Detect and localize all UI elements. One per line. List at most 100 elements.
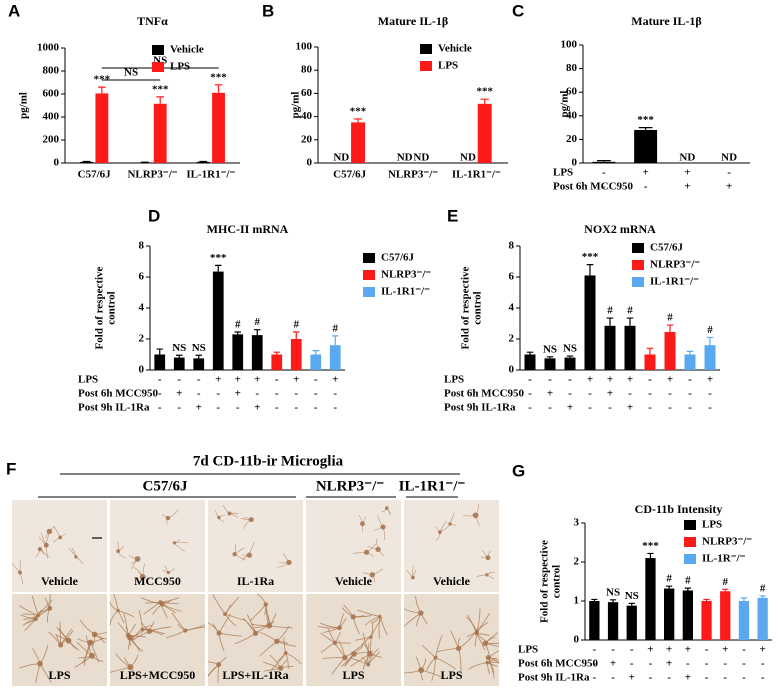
microglia-process	[372, 574, 375, 583]
condition-sign: -	[705, 672, 709, 684]
error-bar	[626, 317, 634, 326]
bar	[310, 354, 322, 370]
microglia-process	[142, 624, 153, 630]
microglia-process	[255, 621, 275, 634]
bar	[271, 354, 283, 370]
significance-label: NS	[563, 343, 577, 355]
microglia-process	[360, 636, 372, 646]
tile-label: LPS+IL-1Ra	[222, 668, 288, 682]
microglia-process	[129, 555, 138, 560]
microglia-process	[39, 548, 50, 558]
legend-swatch	[632, 243, 644, 253]
bar	[351, 122, 365, 163]
microglia-process	[117, 610, 125, 624]
legend-label: IL-1R1⁻/⁻	[381, 286, 430, 298]
panel-letter: C	[512, 1, 524, 20]
microglia-process	[20, 614, 36, 620]
condition-sign: +	[666, 644, 672, 656]
microglia-soma	[485, 555, 491, 561]
condition-label: LPS	[518, 644, 538, 656]
bar	[232, 334, 244, 370]
microglia-process	[69, 548, 77, 558]
microglia-process	[420, 658, 427, 671]
microglia-process	[415, 612, 422, 627]
condition-sign: -	[611, 672, 615, 684]
microglia-process	[117, 610, 135, 618]
legend-label: C57/6J	[381, 252, 415, 264]
condition-sign: +	[607, 388, 613, 400]
bar	[196, 161, 210, 163]
microglia-process	[458, 648, 462, 671]
error-bar	[586, 264, 594, 276]
condition-sign: -	[216, 388, 220, 400]
panel-letter: D	[148, 206, 160, 225]
bar	[329, 345, 341, 370]
microglia-process	[369, 636, 372, 660]
microglia-process	[285, 652, 289, 670]
condition-sign: +	[607, 374, 613, 386]
microglia-process	[378, 616, 381, 639]
y-tick-label: 40	[301, 110, 313, 122]
microglia-process	[344, 643, 365, 659]
microglia-process	[35, 663, 41, 684]
error-bar	[647, 552, 654, 559]
bar	[701, 601, 712, 640]
bar	[212, 271, 224, 370]
microglia-process	[333, 642, 346, 658]
microglia-process	[259, 631, 278, 642]
microglia-process	[277, 562, 290, 568]
legend-swatch	[684, 537, 696, 547]
legend-label: IL-1R1⁻/⁻	[650, 276, 699, 288]
microglia-process	[77, 638, 91, 644]
group-label: NLRP3⁻/⁻	[316, 478, 384, 494]
condition-sign: -	[593, 658, 597, 670]
microglia-process	[269, 654, 282, 669]
y-axis-label: pg/ml	[559, 91, 571, 118]
legend-swatch	[363, 253, 375, 263]
condition-sign: -	[197, 374, 201, 386]
microglia-process	[415, 596, 422, 614]
microglia-process	[367, 643, 370, 665]
microglia-process	[19, 572, 24, 584]
error-bar	[480, 98, 489, 104]
y-tick-label: 80	[566, 62, 578, 74]
microglia-process	[55, 634, 69, 642]
microglia-process	[468, 662, 488, 670]
x-tick-label: C57/6J	[333, 169, 367, 181]
error-bar	[666, 324, 674, 333]
significance-label: #	[255, 316, 261, 328]
condition-sign: -	[294, 388, 298, 400]
microglia-process	[249, 542, 255, 556]
significance-label: ***	[350, 105, 367, 117]
microglia-process	[264, 604, 267, 616]
y-tick-label: 0	[572, 157, 578, 169]
y-axis-label: Fold of respective	[94, 266, 106, 349]
micrograph	[208, 594, 303, 686]
microglia-process	[132, 628, 143, 641]
significance-label: ***	[152, 83, 169, 95]
condition-sign: +	[627, 374, 633, 386]
microglia-process	[435, 532, 441, 541]
microglia-process	[362, 653, 371, 670]
condition-sign: +	[196, 402, 202, 414]
bar	[544, 358, 556, 370]
error-bar	[703, 598, 710, 601]
condition-sign: -	[668, 388, 672, 400]
legend-swatch	[632, 277, 644, 287]
microglia-process	[224, 613, 237, 627]
microglia-process	[142, 563, 145, 578]
microglia-process	[322, 657, 345, 659]
microglia-process	[381, 507, 388, 513]
microglia-process	[367, 648, 379, 665]
x-tick-label: NLRP3⁻/⁻	[388, 169, 438, 181]
microglia-process	[283, 637, 287, 654]
y-axis-label: control	[472, 291, 484, 324]
legend-label: Vehicle	[438, 43, 472, 55]
condition-sign: +	[707, 374, 713, 386]
microglia-process	[32, 648, 41, 664]
legend-swatch	[420, 61, 432, 71]
bar	[154, 354, 166, 370]
microglia-process	[234, 547, 245, 555]
y-tick-label: 80	[301, 64, 313, 76]
significance-label: ***	[210, 71, 227, 83]
